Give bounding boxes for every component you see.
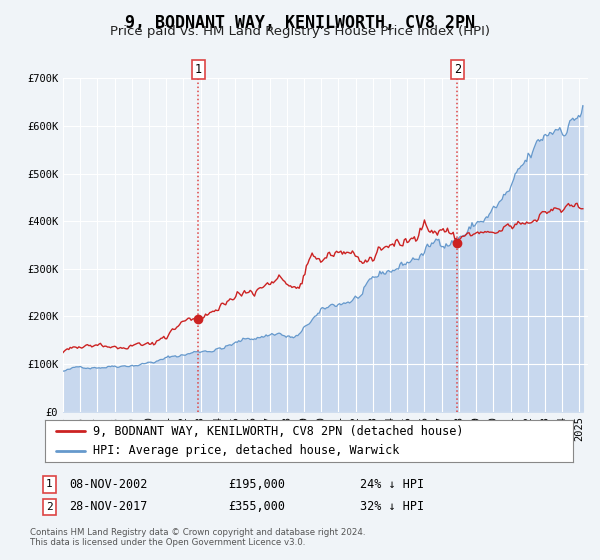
Text: £355,000: £355,000	[228, 500, 285, 514]
Text: 2: 2	[46, 502, 53, 512]
Text: 2: 2	[454, 63, 461, 76]
Text: Contains HM Land Registry data © Crown copyright and database right 2024.
This d: Contains HM Land Registry data © Crown c…	[30, 528, 365, 547]
Text: £195,000: £195,000	[228, 478, 285, 491]
Text: 1: 1	[195, 63, 202, 76]
Text: 9, BODNANT WAY, KENILWORTH, CV8 2PN (detached house): 9, BODNANT WAY, KENILWORTH, CV8 2PN (det…	[92, 425, 463, 438]
Text: 9, BODNANT WAY, KENILWORTH, CV8 2PN: 9, BODNANT WAY, KENILWORTH, CV8 2PN	[125, 14, 475, 32]
Text: 28-NOV-2017: 28-NOV-2017	[69, 500, 148, 514]
Text: 08-NOV-2002: 08-NOV-2002	[69, 478, 148, 491]
Text: HPI: Average price, detached house, Warwick: HPI: Average price, detached house, Warw…	[92, 444, 399, 457]
Text: 32% ↓ HPI: 32% ↓ HPI	[360, 500, 424, 514]
Text: Price paid vs. HM Land Registry's House Price Index (HPI): Price paid vs. HM Land Registry's House …	[110, 25, 490, 38]
Text: 24% ↓ HPI: 24% ↓ HPI	[360, 478, 424, 491]
Text: 1: 1	[46, 479, 53, 489]
